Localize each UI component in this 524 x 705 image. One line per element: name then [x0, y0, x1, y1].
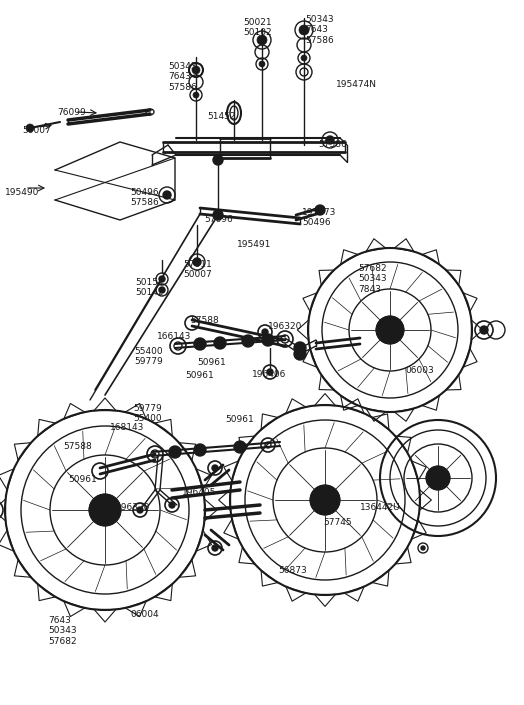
Circle shape: [234, 441, 246, 453]
Text: 195273
50496: 195273 50496: [302, 208, 336, 228]
Circle shape: [192, 66, 200, 74]
Circle shape: [194, 444, 206, 456]
Circle shape: [193, 258, 201, 266]
Circle shape: [213, 210, 223, 220]
Text: 196405: 196405: [182, 488, 216, 497]
Text: 57682
50343
7843: 57682 50343 7843: [358, 264, 387, 294]
Circle shape: [376, 316, 404, 344]
Circle shape: [159, 287, 165, 293]
Circle shape: [159, 276, 165, 282]
Text: 57745: 57745: [323, 518, 352, 527]
Text: 168143: 168143: [110, 423, 145, 432]
Text: 50021
50102: 50021 50102: [243, 18, 271, 37]
Text: 195491: 195491: [237, 240, 271, 249]
Circle shape: [137, 507, 143, 513]
Circle shape: [310, 485, 340, 515]
Text: 50496
57586: 50496 57586: [130, 188, 159, 207]
Circle shape: [480, 326, 488, 334]
Circle shape: [262, 329, 268, 335]
Circle shape: [193, 92, 199, 98]
Text: 06004: 06004: [130, 610, 159, 619]
Circle shape: [242, 335, 254, 347]
Circle shape: [212, 545, 218, 551]
Circle shape: [26, 124, 34, 132]
Text: 55400
59779: 55400 59779: [134, 347, 163, 367]
Text: 7643
50343
57682: 7643 50343 57682: [48, 616, 77, 646]
Text: 50007: 50007: [22, 126, 51, 135]
Text: 50961: 50961: [225, 415, 254, 424]
Text: 50961: 50961: [68, 475, 97, 484]
Circle shape: [214, 337, 226, 349]
Circle shape: [326, 136, 334, 144]
Text: 57588: 57588: [190, 316, 219, 325]
Text: 195474N: 195474N: [336, 80, 377, 89]
Circle shape: [426, 466, 450, 490]
Circle shape: [299, 25, 309, 35]
Circle shape: [169, 502, 175, 508]
Circle shape: [212, 465, 218, 471]
Text: 195490: 195490: [5, 188, 39, 197]
Text: 51452: 51452: [207, 112, 235, 121]
Circle shape: [421, 546, 425, 550]
Text: 56873: 56873: [278, 566, 307, 575]
Circle shape: [163, 191, 171, 199]
Text: 136442U: 136442U: [360, 503, 401, 512]
Text: 50961: 50961: [197, 358, 226, 367]
Text: 166143: 166143: [157, 332, 191, 341]
Circle shape: [294, 348, 306, 360]
Circle shape: [169, 446, 181, 458]
Circle shape: [257, 35, 267, 45]
Circle shape: [213, 155, 223, 165]
Circle shape: [259, 61, 265, 67]
Circle shape: [262, 334, 274, 346]
Text: 50961: 50961: [185, 371, 214, 380]
Circle shape: [267, 369, 273, 375]
Circle shape: [194, 338, 206, 350]
Circle shape: [294, 342, 306, 354]
Text: 57586: 57586: [318, 140, 347, 149]
Text: 57696: 57696: [204, 215, 233, 224]
Text: 57011
50007: 57011 50007: [183, 260, 212, 279]
Text: 50151
50142: 50151 50142: [135, 278, 163, 298]
Text: 196320: 196320: [268, 322, 302, 331]
Circle shape: [89, 494, 121, 526]
Text: 76099: 76099: [57, 108, 86, 117]
Text: 196406: 196406: [252, 370, 287, 379]
Circle shape: [301, 55, 307, 61]
Text: 06003: 06003: [405, 366, 434, 375]
Circle shape: [315, 205, 325, 215]
Text: 50343
7643
57586: 50343 7643 57586: [305, 15, 334, 45]
Text: 50343
7643
57586: 50343 7643 57586: [168, 62, 196, 92]
Text: 196320: 196320: [116, 503, 150, 512]
Text: 59779
55400: 59779 55400: [133, 404, 162, 424]
Text: 57588: 57588: [63, 442, 92, 451]
